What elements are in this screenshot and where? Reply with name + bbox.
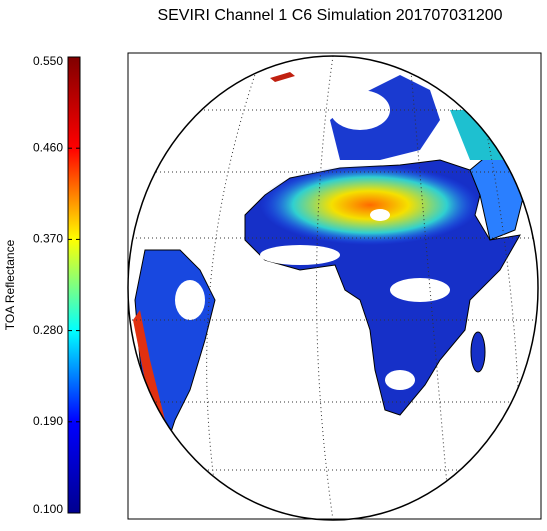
colorbar xyxy=(67,56,81,514)
andes-reflectance xyxy=(133,310,170,440)
colorbar-label: TOA Reflectance xyxy=(3,239,17,330)
greenland-tip xyxy=(270,72,295,82)
colorbar-tick-label: 0.370 xyxy=(33,232,63,246)
title: SEVIRI Channel 1 C6 Simulation 201707031… xyxy=(157,7,502,24)
globe-outline xyxy=(127,55,539,521)
sahara-reflectance xyxy=(260,165,480,245)
globe xyxy=(128,56,538,520)
madagascar xyxy=(470,331,486,373)
colorbar-tick-label: 0.280 xyxy=(33,323,63,337)
colorbar-tick-label: 0.190 xyxy=(33,414,63,428)
colorbar-tick-label: 0.550 xyxy=(33,54,63,68)
clouds xyxy=(175,90,450,390)
colorbar-ticks: 0.100 0.190 0.280 0.370 0.460 0.550 xyxy=(33,54,80,516)
colorbar-tick-label: 0.460 xyxy=(33,140,63,154)
colorbar-tick-label: 0.100 xyxy=(33,502,63,516)
